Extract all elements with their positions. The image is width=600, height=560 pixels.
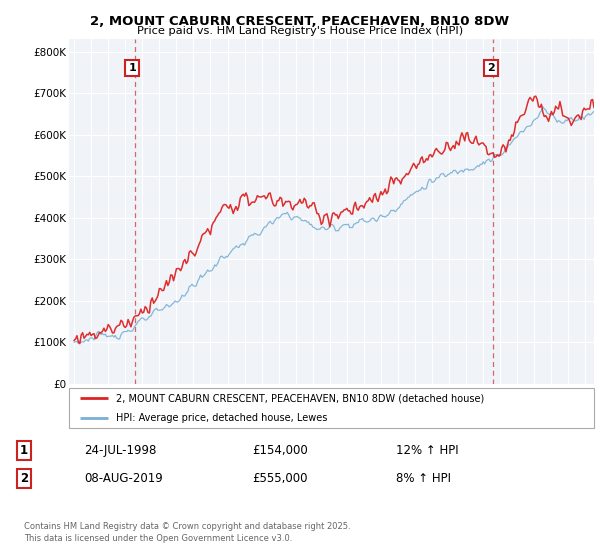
Text: 2: 2	[20, 472, 28, 486]
FancyBboxPatch shape	[69, 388, 594, 428]
Text: 2, MOUNT CABURN CRESCENT, PEACEHAVEN, BN10 8DW (detached house): 2, MOUNT CABURN CRESCENT, PEACEHAVEN, BN…	[116, 393, 485, 403]
Text: 12% ↑ HPI: 12% ↑ HPI	[396, 444, 458, 458]
Text: 2, MOUNT CABURN CRESCENT, PEACEHAVEN, BN10 8DW: 2, MOUNT CABURN CRESCENT, PEACEHAVEN, BN…	[91, 15, 509, 28]
Text: 8% ↑ HPI: 8% ↑ HPI	[396, 472, 451, 486]
Text: 2: 2	[487, 63, 495, 73]
Text: 1: 1	[128, 63, 136, 73]
Text: Price paid vs. HM Land Registry's House Price Index (HPI): Price paid vs. HM Land Registry's House …	[137, 26, 463, 36]
Text: HPI: Average price, detached house, Lewes: HPI: Average price, detached house, Lewe…	[116, 413, 328, 423]
Text: 1: 1	[20, 444, 28, 458]
Text: 24-JUL-1998: 24-JUL-1998	[84, 444, 157, 458]
Text: £555,000: £555,000	[252, 472, 308, 486]
Text: Contains HM Land Registry data © Crown copyright and database right 2025.
This d: Contains HM Land Registry data © Crown c…	[24, 522, 350, 543]
Text: 08-AUG-2019: 08-AUG-2019	[84, 472, 163, 486]
Text: £154,000: £154,000	[252, 444, 308, 458]
